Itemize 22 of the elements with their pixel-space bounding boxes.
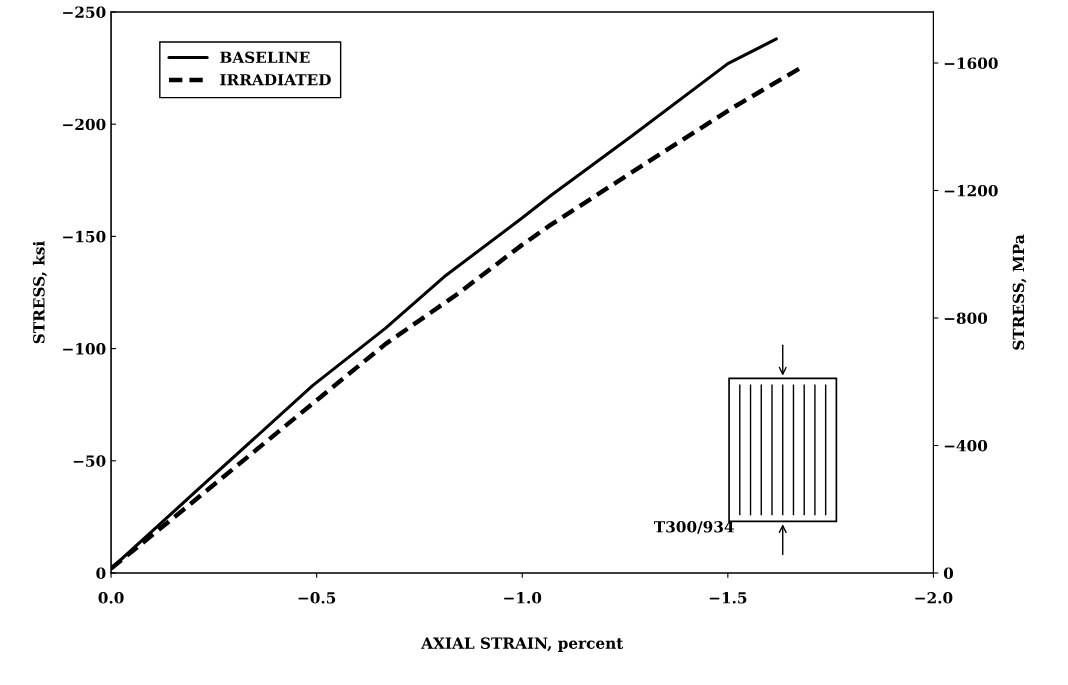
y2-tick-label: −400 — [944, 439, 988, 452]
x-tick-label: 0.0 — [98, 592, 124, 604]
legend-label: BASELINE — [220, 51, 310, 64]
y2-tick-label: 0 — [943, 567, 954, 580]
y2-tick-label: −800 — [944, 312, 988, 325]
y-tick-label: −150 — [63, 230, 106, 243]
x-tick-label: −2.0 — [915, 592, 953, 604]
y-axis-title: STRESS, ksi — [32, 241, 47, 344]
y-tick-label: −200 — [63, 118, 106, 131]
x-axis-title: AXIAL STRAIN, percent — [421, 637, 624, 652]
y2-tick-label: −1600 — [944, 57, 998, 70]
x-tick-label: −1.0 — [504, 592, 542, 604]
y-tick-label: −250 — [63, 6, 106, 19]
annotation: T300/934 — [654, 521, 734, 534]
x-tick-label: −0.5 — [298, 592, 336, 604]
y2-axis-title: STRESS, MPa — [1012, 234, 1027, 350]
y-tick-label: −50 — [73, 455, 106, 467]
legend-label: IRRADIATED — [220, 74, 331, 86]
x-tick-label: −1.5 — [709, 592, 747, 604]
y-tick-label: −100 — [63, 343, 106, 355]
y-tick-label: 0 — [96, 567, 106, 580]
y2-tick-label: −1200 — [944, 184, 998, 197]
